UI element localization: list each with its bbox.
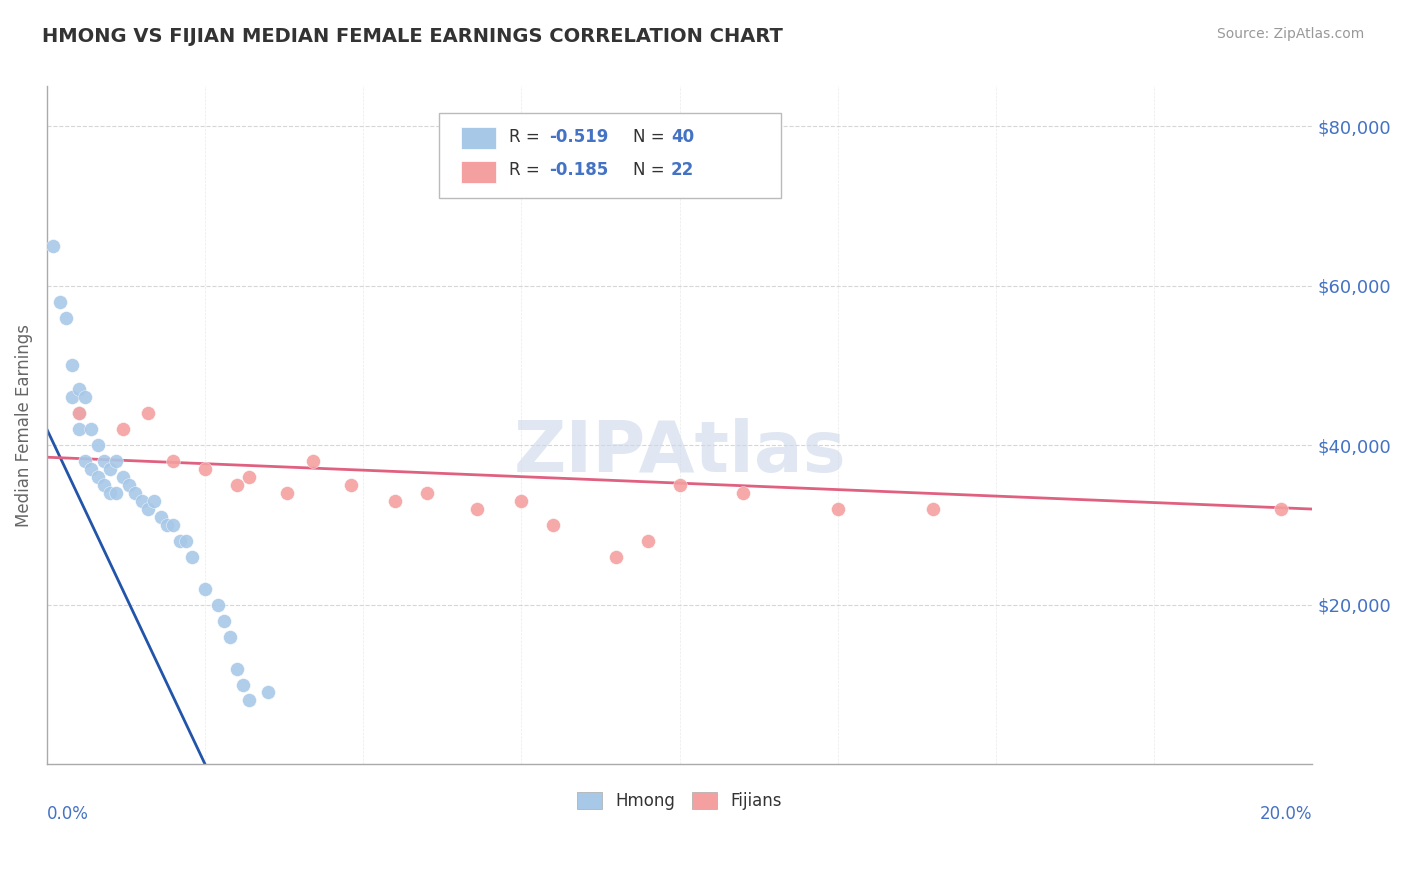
Point: [225, 662, 247, 676]
Text: 20.0%: 20.0%: [1260, 805, 1312, 823]
Point: [827, 502, 849, 516]
Point: [86, 470, 108, 484]
Point: [98, 486, 121, 500]
Point: [55, 310, 77, 325]
Text: -0.185: -0.185: [550, 161, 609, 178]
Point: [668, 478, 690, 492]
Point: [637, 533, 659, 548]
Point: [136, 502, 159, 516]
Point: [181, 549, 204, 564]
Text: ZIPAtlas: ZIPAtlas: [513, 418, 846, 487]
Point: [465, 502, 488, 516]
Point: [194, 582, 217, 596]
Point: [98, 462, 121, 476]
Text: HMONG VS FIJIAN MEDIAN FEMALE EARNINGS CORRELATION CHART: HMONG VS FIJIAN MEDIAN FEMALE EARNINGS C…: [42, 27, 783, 45]
Point: [225, 478, 247, 492]
Bar: [461, 161, 496, 183]
Point: [80, 422, 103, 436]
Point: [731, 486, 754, 500]
Point: [136, 406, 159, 420]
Point: [118, 478, 141, 492]
Point: [541, 518, 564, 533]
Text: N =: N =: [633, 161, 669, 178]
Point: [232, 677, 254, 691]
Point: [921, 502, 943, 516]
Point: [156, 518, 179, 533]
Y-axis label: Median Female Earnings: Median Female Earnings: [15, 324, 32, 527]
Point: [111, 470, 134, 484]
Point: [415, 486, 437, 500]
Point: [131, 494, 153, 508]
Point: [339, 478, 361, 492]
Point: [105, 454, 128, 468]
Point: [219, 630, 242, 644]
Text: N =: N =: [633, 128, 669, 146]
Point: [169, 533, 191, 548]
Legend: Hmong, Fijians: Hmong, Fijians: [571, 786, 789, 817]
Point: [93, 454, 115, 468]
Point: [143, 494, 166, 508]
Text: R =: R =: [509, 161, 544, 178]
Point: [86, 438, 108, 452]
Point: [605, 549, 627, 564]
FancyBboxPatch shape: [439, 113, 780, 198]
Point: [212, 614, 235, 628]
Text: Source: ZipAtlas.com: Source: ZipAtlas.com: [1216, 27, 1364, 41]
Point: [67, 383, 90, 397]
Point: [67, 406, 90, 420]
Point: [73, 454, 96, 468]
Point: [162, 518, 184, 533]
Bar: [461, 127, 496, 149]
Point: [105, 486, 128, 500]
Point: [238, 693, 260, 707]
Point: [510, 494, 533, 508]
Point: [238, 470, 260, 484]
Point: [257, 685, 280, 699]
Point: [111, 422, 134, 436]
Point: [80, 462, 103, 476]
Point: [1270, 502, 1292, 516]
Point: [207, 598, 229, 612]
Point: [174, 533, 197, 548]
Point: [42, 239, 65, 253]
Point: [124, 486, 146, 500]
Text: 22: 22: [671, 161, 695, 178]
Point: [60, 391, 83, 405]
Text: 40: 40: [671, 128, 695, 146]
Point: [48, 294, 70, 309]
Point: [73, 391, 96, 405]
Point: [67, 422, 90, 436]
Text: 0.0%: 0.0%: [46, 805, 89, 823]
Point: [301, 454, 323, 468]
Point: [60, 359, 83, 373]
Point: [276, 486, 298, 500]
Point: [162, 454, 184, 468]
Point: [194, 462, 217, 476]
Point: [93, 478, 115, 492]
Point: [384, 494, 406, 508]
Text: R =: R =: [509, 128, 544, 146]
Point: [149, 510, 172, 524]
Point: [67, 406, 90, 420]
Text: -0.519: -0.519: [550, 128, 609, 146]
